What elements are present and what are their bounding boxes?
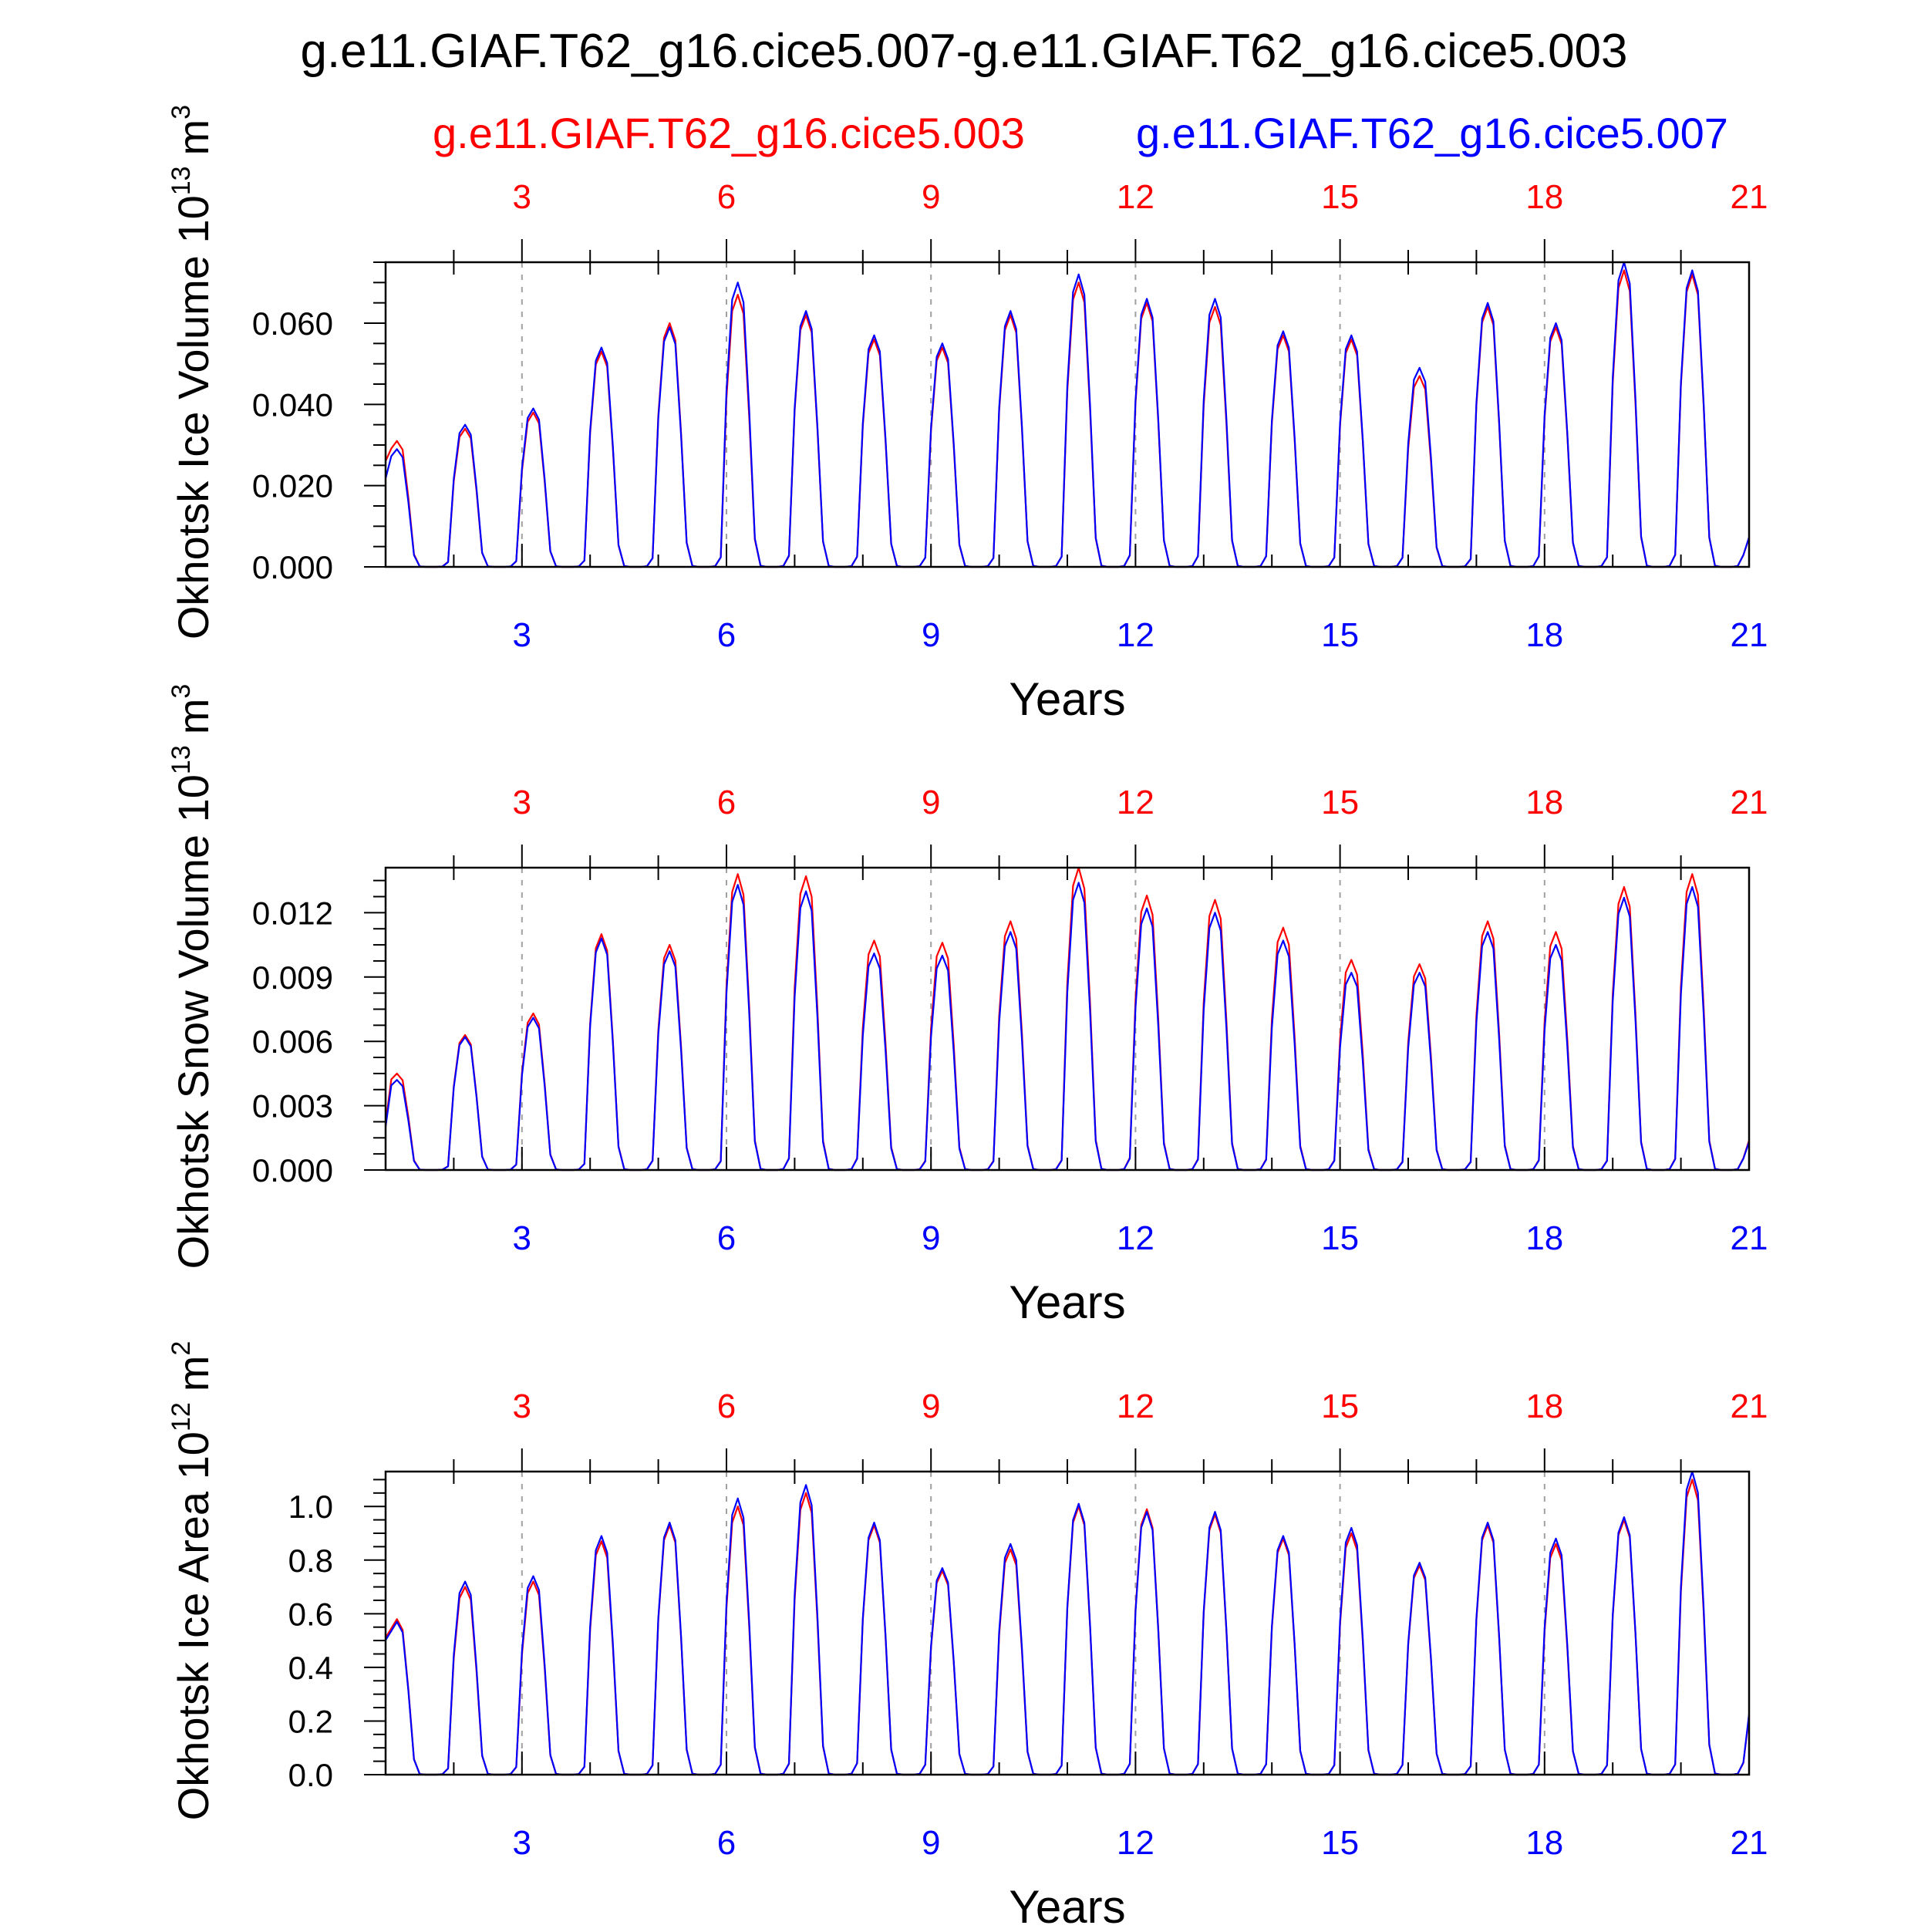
x-tick-label-top: 21 bbox=[1731, 784, 1768, 821]
y-axis-label-unit: m bbox=[169, 699, 217, 735]
y-tick-label: 0.006 bbox=[252, 1023, 333, 1060]
x-tick-label-top: 9 bbox=[922, 784, 940, 821]
y-tick-label: 0.020 bbox=[252, 468, 333, 504]
x-tick-label-bottom: 15 bbox=[1321, 616, 1359, 654]
x-tick-label-bottom: 3 bbox=[513, 1824, 531, 1862]
y-tick-label: 0.000 bbox=[252, 549, 333, 585]
x-tick-label-bottom: 18 bbox=[1525, 1824, 1563, 1862]
figure-title: g.e11.GIAF.T62_g16.cice5.007-g.e11.GIAF.… bbox=[300, 25, 1627, 78]
x-tick-label-top: 12 bbox=[1117, 1387, 1154, 1425]
x-tick-label-bottom: 9 bbox=[922, 616, 940, 654]
y-axis-label-unit-exponent: 2 bbox=[167, 1341, 196, 1356]
y-axis-label-text: Okhotsk Snow Volume 10 bbox=[169, 774, 217, 1269]
legend-label-blue-series: g.e11.GIAF.T62_g16.cice5.007 bbox=[1136, 109, 1728, 157]
y-axis-label-unit: m bbox=[169, 1356, 217, 1392]
x-tick-label-bottom: 15 bbox=[1321, 1824, 1359, 1862]
x-axis-label: Years bbox=[1009, 673, 1125, 725]
x-tick-label-top: 15 bbox=[1321, 784, 1359, 821]
x-tick-label-bottom: 21 bbox=[1731, 1824, 1768, 1862]
x-tick-label-top: 21 bbox=[1731, 178, 1768, 216]
x-tick-label-top: 6 bbox=[717, 784, 736, 821]
y-axis-label-text: Okhotsk Ice Volume 10 bbox=[169, 195, 217, 639]
x-tick-label-top: 21 bbox=[1731, 1387, 1768, 1425]
y-tick-label: 0.2 bbox=[288, 1703, 333, 1739]
x-tick-label-top: 18 bbox=[1525, 784, 1563, 821]
chart-panel-1: 0.000 0.020 0.040 0.060 3 3 6 6 9 9 12 12 15 15 18 18 21… bbox=[167, 105, 1768, 725]
y-axis-label: Okhotsk Ice Area 1012 m2 bbox=[167, 1341, 217, 1821]
y-tick-label: 0.009 bbox=[252, 959, 333, 996]
y-tick-label: 0.012 bbox=[252, 895, 333, 931]
y-axis-label-unit-exponent: 3 bbox=[167, 105, 196, 120]
x-tick-label-top: 18 bbox=[1525, 178, 1563, 216]
y-tick-label: 0.003 bbox=[252, 1088, 333, 1124]
x-tick-label-top: 12 bbox=[1117, 784, 1154, 821]
x-tick-label-top: 15 bbox=[1321, 1387, 1359, 1425]
x-tick-label-top: 9 bbox=[922, 1387, 940, 1425]
y-tick-label: 0.4 bbox=[288, 1650, 333, 1686]
x-tick-label-top: 9 bbox=[922, 178, 940, 216]
x-tick-label-bottom: 18 bbox=[1525, 616, 1563, 654]
y-tick-label: 0.040 bbox=[252, 386, 333, 423]
x-tick-label-bottom: 21 bbox=[1731, 616, 1768, 654]
y-axis-label-unit-exponent: 3 bbox=[167, 684, 196, 699]
x-tick-label-top: 18 bbox=[1525, 1387, 1563, 1425]
x-tick-label-bottom: 12 bbox=[1117, 1824, 1154, 1862]
x-tick-label-bottom: 12 bbox=[1117, 616, 1154, 654]
x-tick-label-bottom: 12 bbox=[1117, 1219, 1154, 1257]
x-tick-label-top: 3 bbox=[513, 784, 531, 821]
y-tick-label: 0.000 bbox=[252, 1152, 333, 1189]
y-axis-label-exponent: 13 bbox=[167, 166, 196, 195]
x-tick-label-bottom: 15 bbox=[1321, 1219, 1359, 1257]
y-axis-label-text: Okhotsk Ice Area 10 bbox=[169, 1431, 217, 1820]
y-tick-label: 1.0 bbox=[288, 1489, 333, 1525]
x-tick-label-bottom: 9 bbox=[922, 1824, 940, 1862]
legend-label-red-series: g.e11.GIAF.T62_g16.cice5.003 bbox=[433, 109, 1025, 157]
chart-panel-2: 0.000 0.003 0.006 0.009 0.012 3 3 6 6 9 9 12 12 15 15 1… bbox=[167, 684, 1768, 1328]
x-tick-label-bottom: 3 bbox=[513, 1219, 531, 1257]
y-tick-label: 0.0 bbox=[288, 1757, 333, 1793]
x-tick-label-bottom: 6 bbox=[717, 1219, 736, 1257]
x-tick-label-top: 6 bbox=[717, 1387, 736, 1425]
y-tick-label: 0.8 bbox=[288, 1543, 333, 1579]
y-axis-label-exponent: 13 bbox=[167, 745, 196, 774]
chart-panel-3: 0.00.20.40.60.81.03366991212151518182121… bbox=[167, 1341, 1768, 1932]
x-tick-label-bottom: 3 bbox=[513, 616, 531, 654]
y-axis-label-unit: m bbox=[169, 120, 217, 156]
x-tick-label-top: 3 bbox=[513, 178, 531, 216]
x-axis-label: Years bbox=[1009, 1276, 1125, 1328]
x-tick-label-bottom: 9 bbox=[922, 1219, 940, 1257]
x-tick-label-bottom: 18 bbox=[1525, 1219, 1563, 1257]
x-tick-label-top: 3 bbox=[513, 1387, 531, 1425]
y-tick-label: 0.060 bbox=[252, 305, 333, 342]
y-axis-label: Okhotsk Snow Volume 1013 m3 bbox=[167, 684, 217, 1269]
x-axis-label: Years bbox=[1009, 1881, 1125, 1928]
x-tick-label-bottom: 21 bbox=[1731, 1219, 1768, 1257]
y-tick-label: 0.6 bbox=[288, 1596, 333, 1632]
x-tick-label-top: 6 bbox=[717, 178, 736, 216]
x-tick-label-top: 12 bbox=[1117, 178, 1154, 216]
y-axis-label: Okhotsk Ice Volume 1013 m3 bbox=[167, 105, 217, 639]
x-tick-label-bottom: 6 bbox=[717, 616, 736, 654]
y-axis-label-exponent: 12 bbox=[167, 1402, 196, 1431]
x-tick-label-top: 15 bbox=[1321, 178, 1359, 216]
x-tick-label-bottom: 6 bbox=[717, 1824, 736, 1862]
series-line-blue bbox=[385, 1470, 1751, 1776]
